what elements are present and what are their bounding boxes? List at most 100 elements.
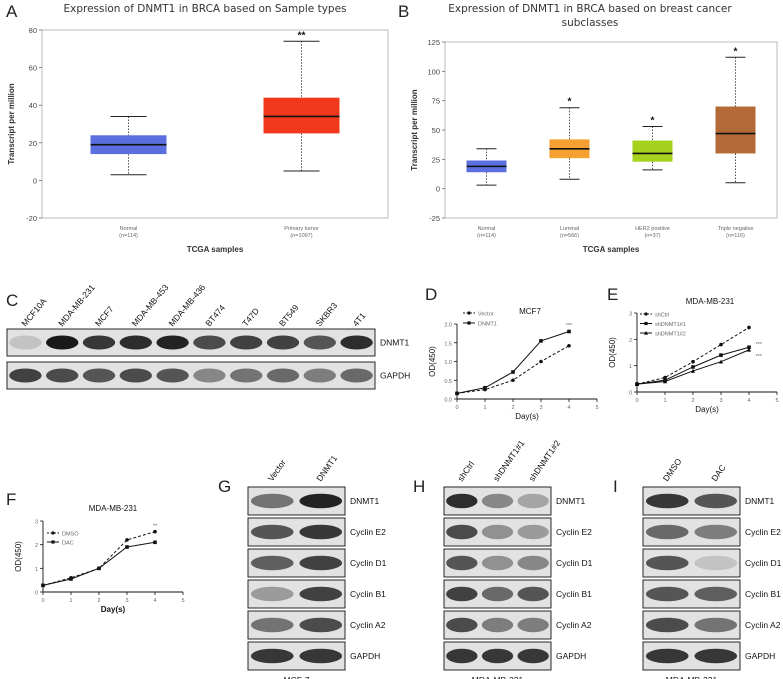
box-her2-positive — [632, 140, 673, 162]
series-line-dnmt1 — [456, 331, 570, 394]
x-tick-n: (n=1097) — [290, 233, 312, 239]
legend-marker — [644, 321, 648, 326]
data-point — [691, 365, 695, 369]
x-tick-label: Normal — [120, 226, 138, 232]
data-point — [635, 382, 639, 386]
x-tick-label: 2 — [511, 405, 514, 411]
blot-band — [694, 648, 738, 664]
blot-band — [446, 648, 478, 664]
x-tick-label: 4 — [153, 598, 156, 604]
blot-band — [645, 617, 689, 633]
blot-label: Cyclin A2 — [350, 620, 386, 630]
x-tick-label: 3 — [125, 598, 128, 604]
data-point — [511, 370, 515, 374]
blot-band — [481, 524, 514, 540]
y-tick-label: 100 — [427, 67, 440, 76]
significance-mark: ** — [298, 30, 306, 41]
panel-letter-g: G — [218, 477, 231, 496]
x-tick-label: 1 — [483, 405, 486, 411]
data-point — [125, 545, 129, 549]
significance-mark: * — [734, 46, 738, 57]
panel-letter-b: B — [398, 2, 409, 21]
x-tick-label: 1 — [663, 398, 666, 404]
data-point — [97, 566, 101, 571]
panel-i-western-blot: DMSO DAC DNMT1 Cyclin E2 Cyclin D1 Cyclin B1 C… — [642, 456, 782, 679]
blot-band — [82, 335, 116, 350]
blot-band — [250, 648, 294, 664]
lane-label: 4T1 — [350, 310, 367, 328]
blot-label: Cyclin B1 — [745, 589, 781, 599]
data-point — [483, 385, 487, 390]
y-tick-label: 2 — [35, 543, 38, 549]
panel-a-boxplot: -20 0 20 40 60 80 Transcript per million TCGA s… — [7, 26, 389, 254]
legend-marker — [644, 331, 648, 335]
blot-band — [694, 493, 738, 509]
legend-label: shDNMT1#2 — [655, 332, 686, 338]
legend-marker — [51, 540, 55, 544]
blot-band — [230, 368, 263, 383]
lane-label: MDA-MB-436 — [166, 282, 207, 328]
blot-band — [299, 617, 343, 633]
blot-band — [645, 524, 689, 540]
panel-b-boxplot: -25 0 25 50 75 100 125 Transcript per million TC… — [410, 38, 778, 254]
x-tick-label: Primary tumor — [284, 226, 319, 232]
data-point — [125, 538, 129, 542]
blot-band — [230, 335, 263, 350]
blot-band — [446, 586, 478, 602]
y-tick-label: 20 — [29, 139, 37, 148]
cell-line-label: MDA-MB-231 — [666, 675, 718, 679]
blot-label: DNMT1 — [350, 496, 380, 506]
chart-title: MCF7 — [519, 307, 541, 316]
lane-label: MCF7 — [93, 304, 116, 328]
blot-band — [481, 555, 514, 571]
lane-label: MDA-MB-231 — [56, 282, 97, 328]
y-tick-label: 1.5 — [444, 341, 452, 347]
blot-band — [517, 493, 549, 509]
x-tick-label: Triple negative — [718, 226, 754, 232]
data-point — [567, 343, 571, 348]
significance-mark: *** — [756, 354, 763, 360]
blot-band — [340, 335, 373, 350]
panel-letter-a: A — [6, 2, 18, 21]
blot-band — [446, 617, 478, 633]
blot-band — [119, 335, 152, 350]
cell-line-label: MDA-MB-231 — [472, 675, 524, 679]
lane-label: BT474 — [203, 302, 227, 328]
x-axis-label: Day(s) — [695, 405, 719, 414]
x-tick-n: (n=114) — [119, 233, 138, 239]
lane-label: shDNMT1#1 — [491, 438, 527, 483]
x-tick-n: (n=566) — [560, 233, 579, 239]
lane-label: SKBR3 — [314, 300, 340, 328]
data-point — [663, 379, 667, 384]
data-point — [511, 378, 515, 383]
blot-band — [9, 335, 42, 350]
blot-band — [299, 493, 343, 509]
y-tick-label: 75 — [432, 97, 440, 106]
legend-label: shDNMT1#1 — [655, 322, 686, 328]
blot-label: DNMT1 — [556, 496, 586, 506]
panel-g-western-blot: Vector DNMT1 DNMT1 Cyclin E2 Cyclin D1 Cyclin… — [247, 453, 387, 679]
y-tick-label: 60 — [29, 64, 37, 73]
blot-label: GAPDH — [350, 651, 380, 661]
blot-label: GAPDH — [556, 651, 586, 661]
data-point — [539, 359, 543, 364]
legend-marker — [644, 312, 648, 316]
y-tick-label: 50 — [432, 126, 440, 135]
blot-band — [517, 648, 549, 664]
lane-label: MDA-MB-453 — [130, 282, 171, 328]
data-point — [719, 342, 723, 347]
series-line-dac — [42, 541, 156, 586]
legend-label: DMSO — [62, 532, 79, 538]
blot-band — [481, 648, 514, 664]
blot-band — [517, 617, 549, 633]
blot-band — [340, 368, 373, 383]
blot-label: DNMT1 — [745, 496, 775, 506]
significance-mark: * — [651, 115, 655, 126]
panel-a-title: Expression of DNMT1 in BRCA based on Sam… — [63, 3, 346, 15]
legend-label: shCtrl — [655, 313, 669, 319]
panel-letter-i: I — [613, 477, 618, 496]
blot-band — [303, 368, 336, 383]
blot-band — [645, 586, 689, 602]
